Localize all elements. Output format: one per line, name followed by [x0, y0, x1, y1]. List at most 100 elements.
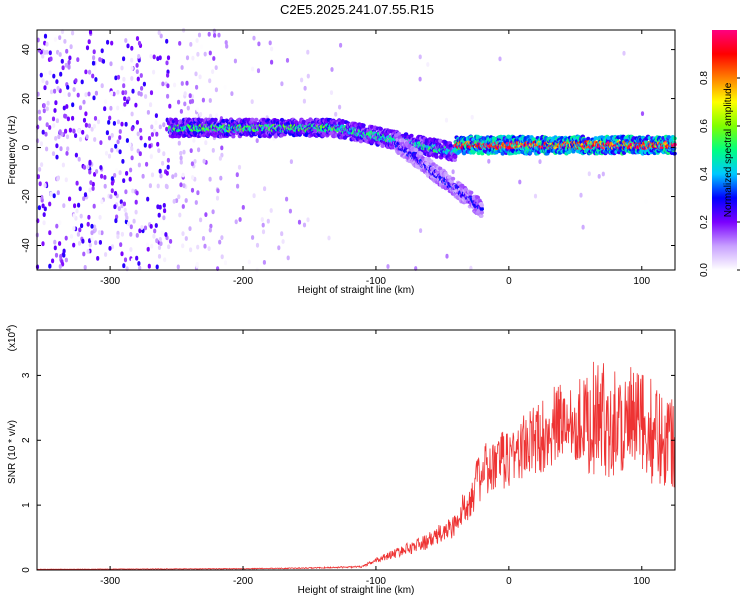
- spectrogram-cell: [77, 241, 82, 246]
- spectrogram-cell: [138, 228, 142, 234]
- spectrogram-cell: [154, 120, 158, 125]
- spectrogram-cell: [64, 62, 68, 68]
- spectrogram-cell: [43, 71, 47, 77]
- spectrogram-cell: [409, 133, 414, 138]
- spectrogram-cell: [112, 91, 116, 97]
- spectrogram-cell: [128, 142, 132, 148]
- spectrogram-cell: [91, 181, 95, 187]
- spectrogram-cell: [155, 264, 159, 270]
- spectrogram-cell: [84, 69, 88, 75]
- spectrogram-cell: [42, 212, 46, 218]
- spectrogram-cell: [100, 83, 104, 89]
- spectrogram-cell: [61, 162, 65, 168]
- spectrogram-cell: [157, 259, 161, 265]
- spectrogram-cell: [177, 140, 181, 146]
- spectrogram-cell: [533, 193, 538, 199]
- spectrogram-cell: [135, 36, 140, 41]
- spectrogram-cell: [43, 50, 47, 55]
- spectrogram-cell: [139, 135, 143, 141]
- spectrogram-cell: [78, 227, 82, 233]
- y-tick-label: -40: [21, 238, 32, 253]
- spectrogram-cell: [49, 89, 54, 95]
- spectrogram-cell: [172, 199, 176, 204]
- spectrogram-cell: [72, 128, 76, 134]
- spectrogram-cell: [96, 256, 100, 261]
- spectrogram-cell: [43, 85, 47, 91]
- spectrogram-cell: [39, 141, 44, 147]
- spectrogram-cell: [100, 230, 104, 236]
- spectrogram-cell: [269, 208, 273, 213]
- spectrogram-cell: [125, 99, 130, 105]
- spectrogram-cell: [107, 120, 111, 125]
- spectrogram-cell: [166, 55, 171, 61]
- spectrogram-cell: [124, 189, 128, 195]
- spectrogram-cell: [152, 54, 156, 60]
- spectrogram-cell: [52, 73, 56, 79]
- spectrogram-cell: [184, 198, 188, 203]
- spectrogram-cell: [137, 261, 141, 266]
- spectrogram-cell: [63, 113, 67, 119]
- spectrogram-cell: [41, 203, 45, 209]
- spectrogram-cell: [58, 129, 62, 135]
- spectrogram-cell: [150, 243, 154, 249]
- spectrogram-cell: [255, 242, 260, 248]
- spectrogram-cell: [148, 143, 152, 149]
- spectrogram-cell: [165, 126, 169, 132]
- spectrogram-cell: [58, 241, 62, 246]
- spectrogram-cell: [147, 263, 151, 269]
- spectrogram-cell: [90, 230, 94, 236]
- spectrogram-cell: [330, 67, 334, 72]
- spectrogram-cell: [56, 176, 60, 182]
- spectrogram-cell: [95, 169, 99, 174]
- colorbar-tick-label: 0.8: [699, 71, 710, 85]
- spectrogram-cell: [62, 203, 66, 209]
- spectrogram-cell: [142, 81, 146, 87]
- spectrogram-cell: [191, 55, 195, 61]
- spectrogram-cell: [38, 116, 42, 121]
- spectrogram-cell: [196, 190, 200, 196]
- spectrogram-cell: [59, 71, 63, 77]
- spectrogram-cell: [166, 164, 170, 170]
- spectrogram-cell: [80, 223, 84, 229]
- spectrogram-cell: [120, 121, 124, 127]
- spectrogram-cell: [671, 146, 677, 151]
- spectrogram-cell: [74, 152, 78, 158]
- spectrogram-cell: [146, 110, 150, 115]
- spectrogram-cell: [110, 133, 114, 138]
- spectrogram-cell: [196, 107, 200, 112]
- spectrogram-cell: [211, 148, 215, 153]
- spectrogram-cell: [97, 230, 102, 235]
- spectrogram-cell: [538, 159, 542, 165]
- spectrogram-cell: [90, 126, 94, 132]
- spectrogram-cell: [113, 191, 118, 196]
- spectrogram-cell: [82, 196, 86, 202]
- y-tick-label: 40: [21, 44, 32, 56]
- spectrogram-cell: [40, 194, 44, 200]
- spectrogram-cell: [155, 131, 159, 137]
- spectrogram-cell: [107, 153, 112, 159]
- spectrogram-cell: [230, 91, 234, 96]
- spectrogram-cell: [606, 135, 611, 140]
- spectrogram-cell: [453, 154, 458, 159]
- spectrogram-cell: [208, 176, 212, 182]
- spectrogram-cell: [179, 109, 183, 114]
- spectrogram-cell: [174, 172, 178, 178]
- spectrogram-cell: [43, 33, 48, 39]
- spectrogram-cell: [116, 230, 120, 236]
- colorbar-gradient: [712, 30, 737, 270]
- spectrogram-cell: [49, 56, 53, 62]
- snr-multiplier-close: ): [7, 325, 18, 328]
- spectrogram-cell: [130, 126, 134, 132]
- spectrogram-cell: [470, 114, 474, 120]
- spectrogram-cell: [36, 174, 41, 180]
- spectrogram-cell: [78, 105, 83, 111]
- spectrogram-cell: [116, 119, 120, 125]
- spectrogram-cell: [130, 146, 134, 152]
- spectrogram-cell: [74, 133, 78, 139]
- spectrogram-cell: [82, 165, 87, 170]
- spectrogram-cell: [165, 60, 169, 66]
- spectrogram-cell: [149, 224, 153, 229]
